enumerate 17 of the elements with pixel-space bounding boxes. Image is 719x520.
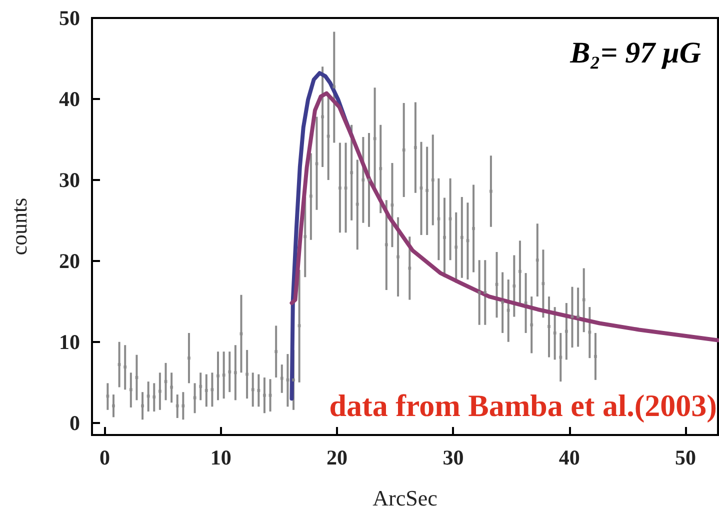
y-tick-label: 50 [59, 6, 80, 30]
y-tick-label: 30 [59, 168, 80, 192]
x-tick-label: 30 [442, 446, 464, 470]
x-tick-label: 10 [210, 446, 232, 470]
y-tick-label: 20 [59, 248, 80, 273]
y-tick-label: 0 [70, 410, 80, 435]
x-tick-label: 40 [558, 446, 580, 470]
y-tick-label: 40 [59, 86, 80, 111]
line-series [290, 91, 719, 342]
x-tick-label: 20 [326, 446, 348, 470]
y-axis-title: counts [6, 198, 32, 256]
x-axis-title: ArcSec [372, 486, 438, 510]
x-tick-label: 50 [674, 446, 696, 470]
y-tick-label: 10 [59, 330, 80, 354]
x-tick-label: 0 [100, 446, 110, 470]
annotation: B₂= 97 μG [569, 36, 702, 70]
annotation: data from Bamba et al.(2003) [329, 388, 718, 423]
